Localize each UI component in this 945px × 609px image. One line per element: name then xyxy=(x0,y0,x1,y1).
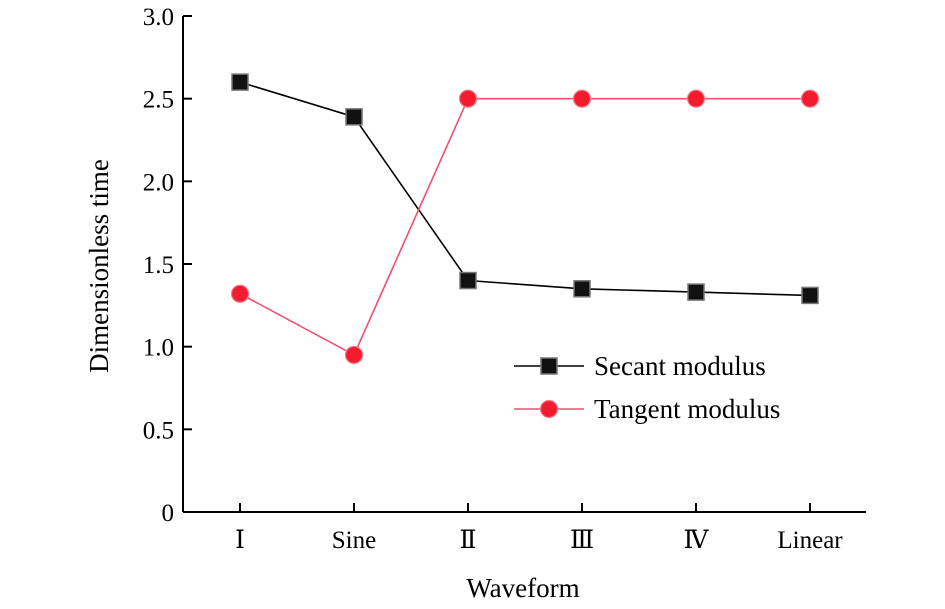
tangent-modulus-line xyxy=(239,97,810,357)
tangent-modulus-marker xyxy=(539,399,559,419)
tangent-modulus-marker xyxy=(686,89,706,108)
secant-modulus-marker xyxy=(540,357,558,375)
x-tick-label: Sine xyxy=(332,527,376,554)
tangent-modulus-marker xyxy=(230,284,250,303)
y-tick-label: 0 xyxy=(162,500,175,527)
legend: Secant modulus Tangent modulus xyxy=(514,351,780,424)
secant-modulus-marker xyxy=(345,108,363,126)
plot-axes: 0 0.5 1.0 1.5 2.0 2.5 3.0 Ⅰ Sine Ⅱ Ⅲ Ⅳ Linear xyxy=(143,4,866,554)
secant-modulus-marker xyxy=(687,283,705,301)
x-tick-label: Linear xyxy=(777,527,843,554)
secant-modulus-marker xyxy=(231,73,249,91)
secant-modulus-marker xyxy=(801,286,819,305)
secant-modulus-line xyxy=(239,81,811,297)
series-layer xyxy=(230,73,820,365)
legend-item: Tangent modulus xyxy=(514,394,780,424)
y-tick-label: 0.5 xyxy=(143,417,174,444)
tangent-modulus-marker xyxy=(344,345,364,365)
tangent-modulus-marker xyxy=(458,89,478,108)
y-tick-label: 1.5 xyxy=(143,252,174,279)
legend-label: Tangent modulus xyxy=(594,394,780,424)
tangent-modulus-marker xyxy=(800,89,820,108)
secant-modulus-marker xyxy=(459,271,477,290)
y-axis-title: Dimensionless time xyxy=(84,159,114,373)
tangent-modulus-marker xyxy=(572,89,592,108)
series-0 xyxy=(231,73,819,305)
y-tick-label: 1.0 xyxy=(143,335,174,362)
x-tick-label: Ⅲ xyxy=(570,527,594,554)
series-1 xyxy=(230,89,820,365)
y-tick-label: 2.0 xyxy=(143,169,174,196)
x-axis-title: Waveform xyxy=(466,573,579,603)
x-tick-label: Ⅳ xyxy=(684,527,710,554)
legend-item: Secant modulus xyxy=(514,351,766,381)
y-tick-label: 3.0 xyxy=(143,4,174,31)
x-tick-label: Ⅰ xyxy=(235,527,245,554)
x-tick-label: Ⅱ xyxy=(460,527,477,554)
y-tick-label: 2.5 xyxy=(143,87,174,114)
legend-label: Secant modulus xyxy=(594,351,766,381)
secant-modulus-marker xyxy=(573,280,591,298)
